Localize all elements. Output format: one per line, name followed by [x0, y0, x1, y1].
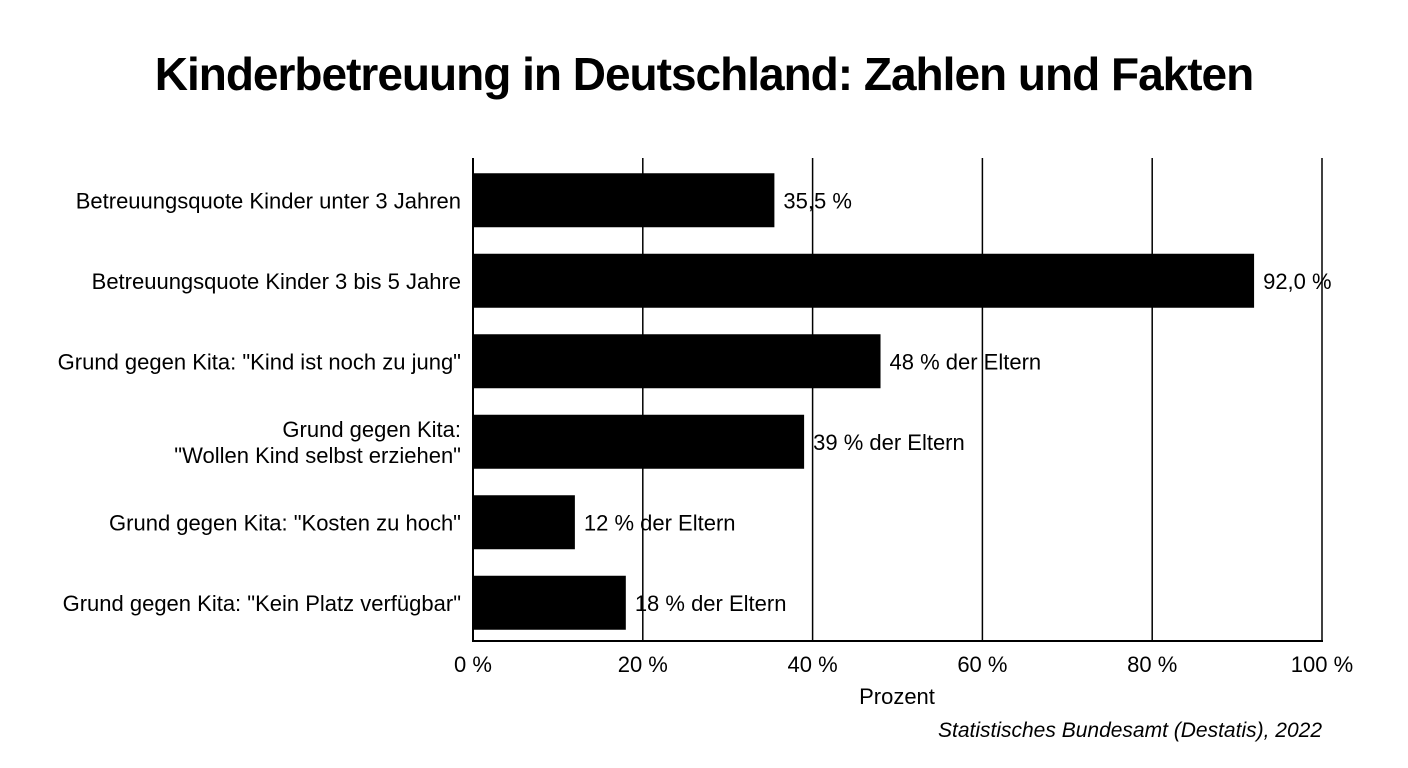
x-tick-label: 100 %: [1291, 652, 1353, 677]
axes: [472, 158, 1323, 642]
value-label: 35,5 %: [783, 188, 852, 213]
source-note: Statistisches Bundesamt (Destatis), 2022: [938, 719, 1322, 742]
category-label: "Wollen Kind selbst erziehen": [174, 443, 461, 468]
grid-lines: [642, 158, 1323, 641]
value-labels: 35,5 % 92,0 % 48 % der Eltern 39 % der Elte…: [584, 188, 1332, 616]
category-label: Grund gegen Kita: "Kosten zu hoch": [109, 510, 461, 535]
x-tick-label: 80 %: [1127, 652, 1177, 677]
bar: [473, 173, 775, 228]
chart-title: Kinderbetreuung in Deutschland: Zahlen u…: [155, 48, 1254, 100]
category-label: Grund gegen Kita:: [282, 417, 461, 442]
bars: [473, 173, 1255, 630]
value-label: 39 % der Eltern: [813, 430, 965, 455]
bar: [473, 334, 881, 389]
value-label: 12 % der Eltern: [584, 510, 736, 535]
value-label: 92,0 %: [1263, 269, 1332, 294]
bar: [473, 495, 575, 550]
category-label: Grund gegen Kita: "Kind ist noch zu jung…: [58, 349, 461, 374]
category-label: Betreuungsquote Kinder unter 3 Jahren: [76, 188, 461, 213]
bar: [473, 575, 626, 630]
bar: [473, 253, 1255, 308]
x-tick-labels: 0 % 20 % 40 % 60 % 80 % 100 %: [454, 652, 1353, 677]
x-tick-label: 0 %: [454, 652, 492, 677]
x-axis-title: Prozent: [859, 684, 935, 709]
bar: [473, 414, 805, 469]
category-labels: Betreuungsquote Kinder unter 3 Jahren Bet…: [58, 188, 461, 616]
category-label: Betreuungsquote Kinder 3 bis 5 Jahre: [92, 269, 461, 294]
x-tick-label: 20 %: [618, 652, 668, 677]
value-label: 48 % der Eltern: [890, 349, 1042, 374]
x-tick-label: 40 %: [788, 652, 838, 677]
x-tick-label: 60 %: [957, 652, 1007, 677]
value-label: 18 % der Eltern: [635, 591, 787, 616]
category-label: Grund gegen Kita: "Kein Platz verfügbar": [63, 591, 461, 616]
